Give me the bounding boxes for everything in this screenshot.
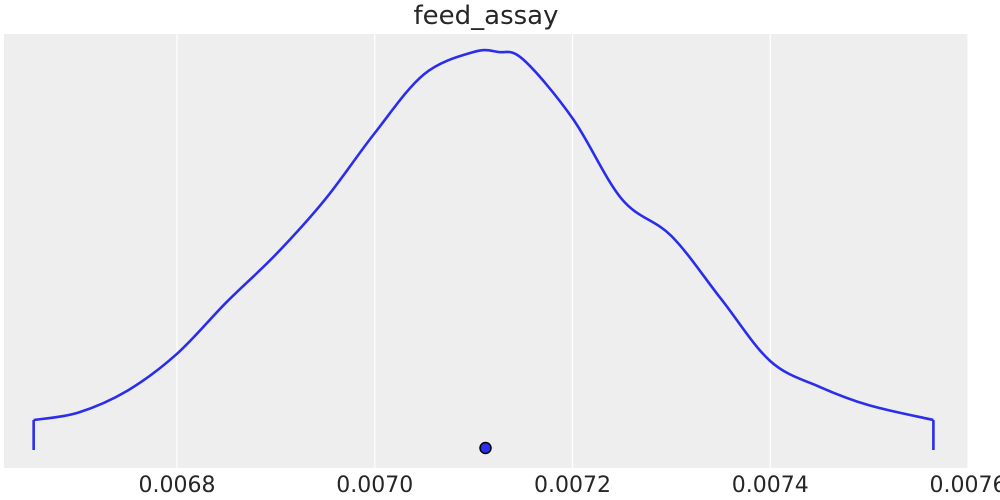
chart-title: feed_assay	[414, 1, 559, 31]
density-line	[33, 48, 934, 422]
x-tick-label: 0.0072	[534, 473, 611, 498]
x-tick-label: 0.0074	[732, 473, 809, 498]
plot-area	[4, 34, 968, 468]
x-tick-label: 0.0068	[139, 473, 216, 498]
x-tick-label: 0.0076	[930, 473, 1000, 498]
point-estimate-marker	[479, 441, 492, 455]
grid-lines	[176, 34, 969, 468]
series-group	[32, 48, 935, 450]
x-tick-label: 0.0070	[336, 473, 413, 498]
x-tick-labels: 0.0068 0.0070 0.0072 0.0074 0.0076	[139, 473, 1000, 498]
marker-group	[479, 441, 492, 455]
